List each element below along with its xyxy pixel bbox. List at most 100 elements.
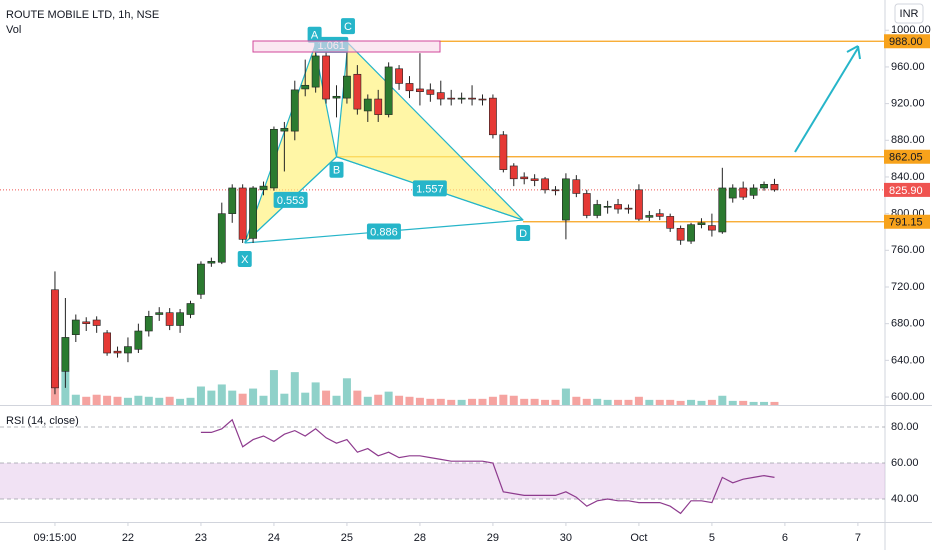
arrow-head — [846, 45, 861, 60]
volume-bar — [249, 388, 258, 405]
candle-body — [666, 216, 675, 229]
candle-body — [707, 225, 716, 231]
candle-body — [457, 97, 466, 100]
volume-bar — [520, 398, 529, 405]
volume-bar — [217, 384, 226, 405]
candle-body — [228, 187, 237, 214]
volume-bar — [645, 399, 654, 405]
y-tick-label: 600.00 — [891, 391, 925, 403]
volume-bar — [415, 397, 424, 405]
volume-bar — [603, 399, 612, 405]
candle-body — [426, 89, 435, 95]
volume-bar — [228, 390, 237, 405]
currency-label: INR — [900, 8, 919, 20]
candle-body — [155, 312, 164, 315]
candle-body — [134, 330, 143, 350]
candle-body — [384, 66, 393, 115]
candle-body — [572, 179, 581, 194]
x-tick-label: 5 — [709, 532, 715, 544]
y-tick-label: 840.00 — [891, 171, 925, 183]
volume-bar — [92, 394, 101, 405]
candle-body — [468, 97, 476, 100]
volume-bar — [269, 370, 278, 405]
volume-label: Vol — [6, 24, 21, 36]
volume-bar — [363, 396, 372, 405]
volume-bar — [499, 394, 508, 405]
candle-body — [270, 128, 278, 189]
volume-bar — [468, 398, 477, 405]
volume-bar — [436, 398, 445, 405]
volume-bar — [624, 399, 633, 405]
candle-body — [499, 134, 508, 170]
candle-body — [186, 303, 195, 315]
candle-body — [416, 88, 424, 92]
price-line-label: 791.15 — [889, 217, 923, 229]
point-label: A — [311, 30, 319, 42]
y-tick-label: 880.00 — [891, 134, 925, 146]
volume-bar — [103, 395, 112, 405]
candle-body — [635, 189, 643, 220]
candle-body — [395, 68, 403, 84]
ratio-box — [412, 180, 447, 197]
candle-body — [541, 178, 549, 191]
candle-body — [582, 193, 591, 216]
candle-body — [614, 204, 622, 210]
volume-bar — [447, 399, 456, 405]
volume-bar — [739, 400, 748, 405]
volume-bar — [155, 397, 164, 405]
ratio-box — [366, 223, 401, 240]
volume-bar — [395, 395, 404, 405]
x-tick-label: 25 — [341, 532, 353, 544]
point-label: D — [519, 228, 527, 240]
volume-bar — [478, 398, 487, 405]
x-tick-label: 24 — [268, 532, 280, 544]
volume-bar — [196, 386, 205, 405]
volume-bar — [676, 400, 685, 405]
point-label: X — [241, 254, 249, 266]
volume-bar — [144, 396, 153, 405]
volume-bar — [488, 396, 497, 405]
point-box — [516, 225, 531, 242]
volume-bar — [634, 396, 643, 405]
candle-body — [51, 289, 59, 389]
y-tick-label: 1000.00 — [891, 24, 931, 36]
candle-body — [489, 97, 497, 136]
candle-body — [718, 187, 727, 233]
candle-body — [207, 261, 216, 264]
x-tick-label: 22 — [122, 532, 134, 544]
last-price-tag — [884, 182, 930, 197]
candle-body — [739, 187, 748, 198]
volume-bar — [71, 394, 80, 405]
candle-body — [687, 224, 695, 242]
candle-body — [82, 321, 91, 324]
arrow — [794, 47, 859, 153]
price-line-tag — [884, 149, 930, 164]
volume-bar — [530, 398, 539, 405]
currency-button[interactable] — [894, 3, 924, 24]
x-tick-label: 7 — [855, 532, 861, 544]
candle-body — [530, 178, 539, 181]
candle-body — [113, 350, 122, 354]
candle-body — [749, 187, 758, 196]
volume-bar — [541, 399, 550, 405]
volume-bar — [707, 399, 716, 405]
last-price-label: 825.90 — [889, 185, 923, 197]
candle-body — [92, 319, 101, 326]
point-box — [329, 161, 344, 178]
volume-bar — [311, 382, 320, 405]
rsi-line — [200, 418, 775, 515]
candle-body — [436, 92, 445, 100]
candle-body — [374, 98, 383, 115]
volume-bar — [593, 398, 602, 405]
candle-body — [322, 55, 330, 100]
candle-body — [61, 337, 70, 372]
candle-body — [676, 228, 685, 241]
volume-bar — [728, 400, 737, 405]
x-tick-label: 29 — [487, 532, 499, 544]
volume-bar — [290, 372, 299, 405]
ratio-box — [273, 191, 308, 208]
highlight-box — [252, 40, 441, 53]
volume-bar — [687, 399, 696, 405]
